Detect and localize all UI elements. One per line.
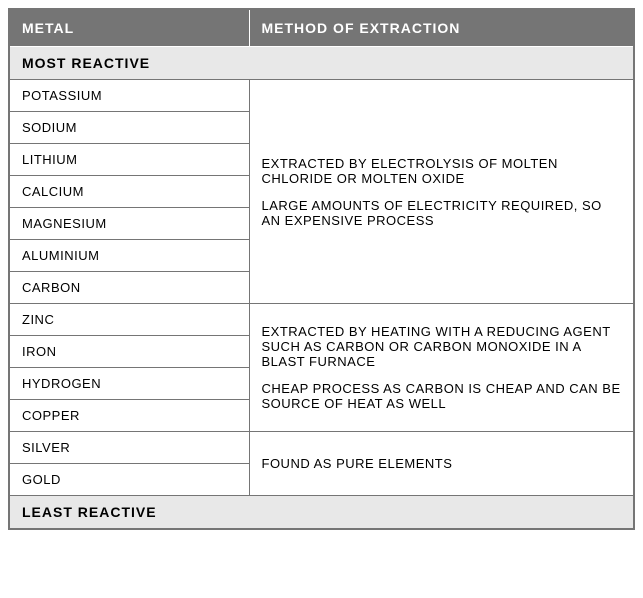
method-para: CHEAP PROCESS AS CARBON IS CHEAP AND CAN… bbox=[262, 381, 622, 411]
method-cell: EXTRACTED BY ELECTROLYSIS OF MOLTEN CHLO… bbox=[249, 80, 634, 304]
metal-cell: SODIUM bbox=[9, 112, 249, 144]
method-cell: EXTRACTED BY HEATING WITH A REDUCING AGE… bbox=[249, 304, 634, 432]
section-label: LEAST REACTIVE bbox=[9, 496, 634, 530]
method-para: EXTRACTED BY HEATING WITH A REDUCING AGE… bbox=[262, 324, 622, 369]
metal-cell: SILVER bbox=[9, 432, 249, 464]
metal-cell: HYDROGEN bbox=[9, 368, 249, 400]
metal-cell: ALUMINIUM bbox=[9, 240, 249, 272]
header-row: METAL METHOD OF EXTRACTION bbox=[9, 9, 634, 47]
metal-cell: IRON bbox=[9, 336, 249, 368]
table-row: ZINC EXTRACTED BY HEATING WITH A REDUCIN… bbox=[9, 304, 634, 336]
metal-cell: ZINC bbox=[9, 304, 249, 336]
extraction-table: METAL METHOD OF EXTRACTION MOST REACTIVE… bbox=[8, 8, 635, 530]
section-most-reactive: MOST REACTIVE bbox=[9, 47, 634, 80]
method-cell: FOUND AS PURE ELEMENTS bbox=[249, 432, 634, 496]
metal-cell: COPPER bbox=[9, 400, 249, 432]
table-body: MOST REACTIVE POTASSIUM EXTRACTED BY ELE… bbox=[9, 47, 634, 530]
section-label: MOST REACTIVE bbox=[9, 47, 634, 80]
method-para: EXTRACTED BY ELECTROLYSIS OF MOLTEN CHLO… bbox=[262, 156, 622, 186]
method-para: LARGE AMOUNTS OF ELECTRICITY REQUIRED, S… bbox=[262, 198, 622, 228]
header-method: METHOD OF EXTRACTION bbox=[249, 9, 634, 47]
metal-cell: LITHIUM bbox=[9, 144, 249, 176]
metal-cell: POTASSIUM bbox=[9, 80, 249, 112]
section-least-reactive: LEAST REACTIVE bbox=[9, 496, 634, 530]
metal-cell: GOLD bbox=[9, 464, 249, 496]
metal-cell: MAGNESIUM bbox=[9, 208, 249, 240]
table-row: SILVER FOUND AS PURE ELEMENTS bbox=[9, 432, 634, 464]
table-row: POTASSIUM EXTRACTED BY ELECTROLYSIS OF M… bbox=[9, 80, 634, 112]
metal-cell: CARBON bbox=[9, 272, 249, 304]
header-metal: METAL bbox=[9, 9, 249, 47]
method-para: FOUND AS PURE ELEMENTS bbox=[262, 456, 622, 471]
metal-cell: CALCIUM bbox=[9, 176, 249, 208]
